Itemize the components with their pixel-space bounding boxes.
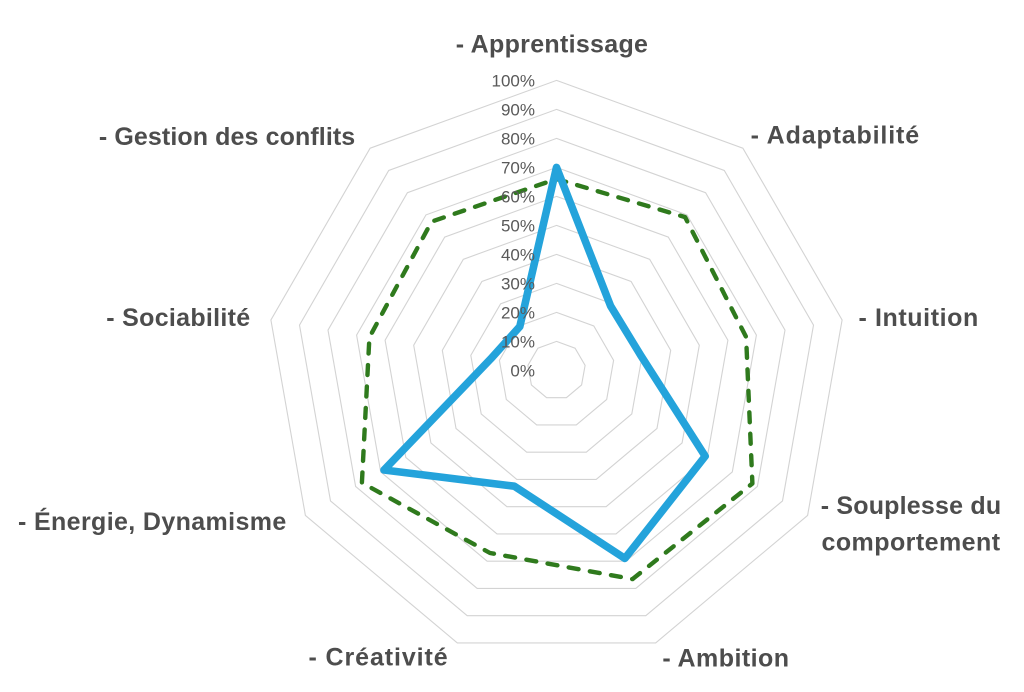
svg-text:- Adaptabilité: - Adaptabilité xyxy=(751,122,920,150)
svg-text:- Ambition: - Ambition xyxy=(662,645,789,673)
svg-text:40%: 40% xyxy=(501,246,535,265)
svg-text:- Créativité: - Créativité xyxy=(308,644,448,672)
svg-text:- Apprentissage: - Apprentissage xyxy=(456,31,649,59)
svg-text:0%: 0% xyxy=(510,362,535,381)
svg-text:90%: 90% xyxy=(501,101,535,120)
svg-text:70%: 70% xyxy=(501,159,535,178)
svg-text:- Gestion des conflits: - Gestion des conflits xyxy=(99,123,355,151)
svg-text:80%: 80% xyxy=(501,130,535,149)
svg-text:60%: 60% xyxy=(501,188,535,207)
svg-text:20%: 20% xyxy=(501,304,535,323)
svg-text:- Intuition: - Intuition xyxy=(858,304,978,332)
svg-text:- Souplesse du: - Souplesse du xyxy=(821,492,1002,520)
svg-text:30%: 30% xyxy=(501,275,535,294)
svg-text:- Sociabilité: - Sociabilité xyxy=(106,304,250,332)
svg-text:100%: 100% xyxy=(492,72,535,91)
svg-text:50%: 50% xyxy=(501,217,535,236)
svg-text:- Énergie, Dynamisme: - Énergie, Dynamisme xyxy=(18,507,287,536)
svg-text:10%: 10% xyxy=(501,333,535,352)
svg-text:comportement: comportement xyxy=(821,529,1000,557)
